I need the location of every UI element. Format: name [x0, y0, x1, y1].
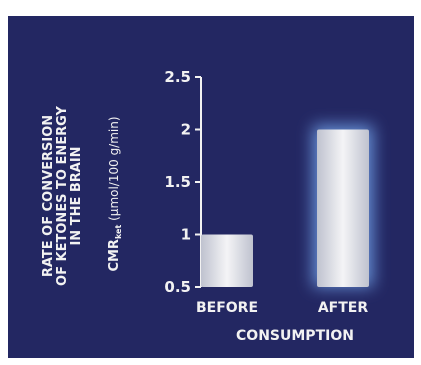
- bar-before: [201, 234, 253, 287]
- y-axis-unit-sub: ket: [114, 225, 123, 240]
- x-axis-label: CONSUMPTION: [236, 328, 354, 344]
- bars: [201, 125, 373, 287]
- y-tick-label: 2: [181, 121, 191, 139]
- y-tick-label: 1: [181, 226, 191, 244]
- x-tick-label: BEFORE: [196, 300, 258, 316]
- x-tick-labels: BEFORE AFTER: [196, 300, 368, 316]
- bar-after: [317, 129, 369, 287]
- x-tick-label: AFTER: [318, 300, 369, 316]
- y-axis-unit: CMRket (µmol/100 g/min): [107, 116, 123, 271]
- y-axis-label-line-3: IN THE BRAIN: [69, 146, 84, 245]
- y-axis-label-line-1: RATE OF CONVERSION: [41, 115, 56, 277]
- y-tick-label: 0.5: [164, 278, 191, 296]
- y-tick-label: 2.5: [164, 68, 191, 86]
- y-axis-unit-main: CMR: [107, 239, 122, 272]
- chart-panel: RATE OF CONVERSION OF KETONES TO ENERGY …: [8, 16, 414, 358]
- y-axis-label-line-2: OF KETONES TO ENERGY: [55, 105, 70, 285]
- y-axis-unit-label: CMRket (µmol/100 g/min): [107, 116, 123, 271]
- y-tick-label: 1.5: [164, 173, 191, 191]
- y-axis-label: RATE OF CONVERSION OF KETONES TO ENERGY …: [41, 105, 84, 285]
- bar-chart: RATE OF CONVERSION OF KETONES TO ENERGY …: [41, 68, 373, 344]
- y-ticks: 0.5 1 1.5 2 2.5: [164, 68, 201, 296]
- y-axis-unit-rest: (µmol/100 g/min): [107, 116, 121, 224]
